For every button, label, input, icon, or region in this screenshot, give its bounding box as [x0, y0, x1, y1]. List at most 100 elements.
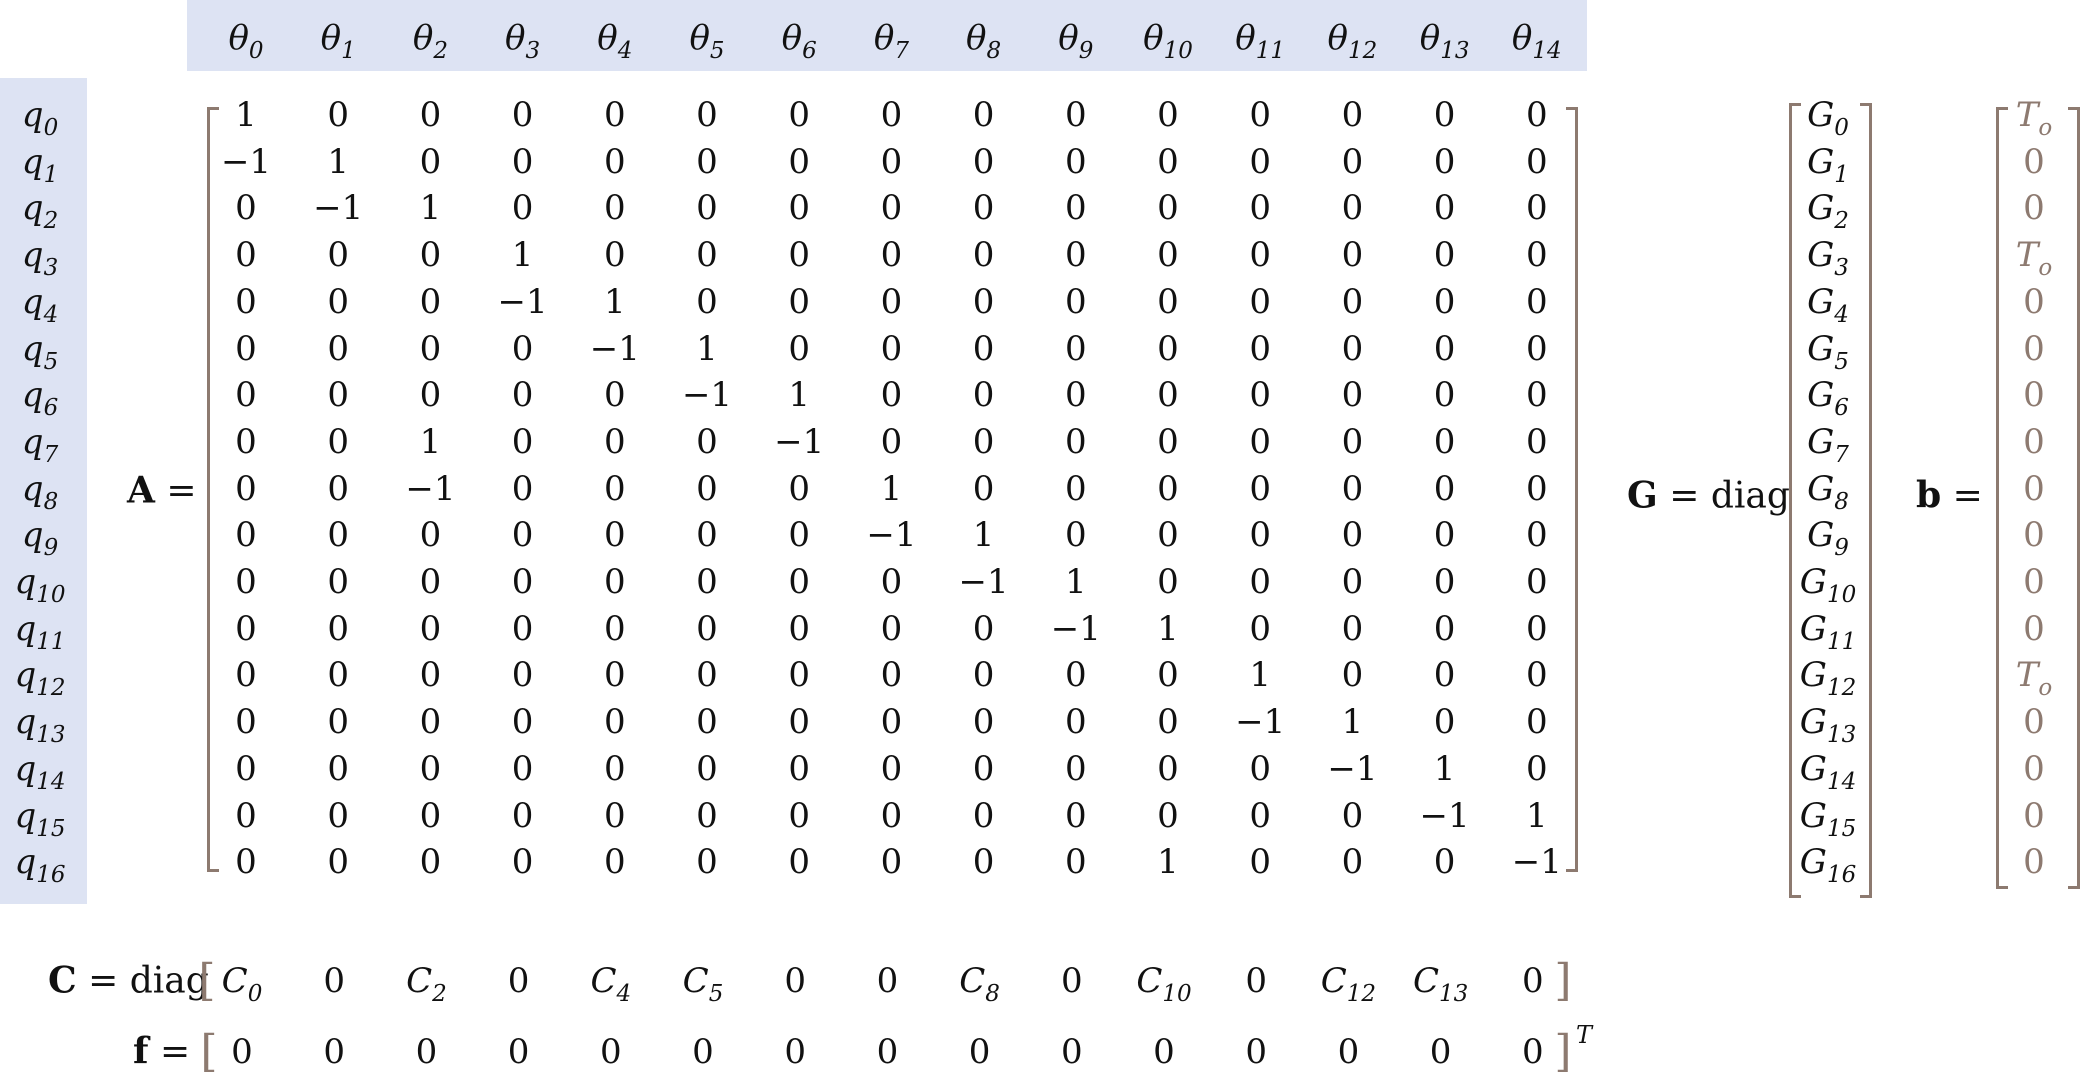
matrix-a-cell: 0 — [696, 281, 718, 322]
c-row-name: C — [48, 959, 77, 1002]
matrix-a-cell: 0 — [696, 655, 718, 696]
f-row-entry-14: 0 — [1521, 1032, 1544, 1072]
matrix-a-cell: 0 — [511, 608, 534, 649]
matrix-a-cell: −1 — [958, 562, 1009, 602]
matrix-a-cell: 0 — [972, 188, 995, 229]
theta-header-5: θ5 — [689, 18, 725, 64]
matrix-a-right-bracket — [1566, 107, 1578, 872]
matrix-a-cell: 0 — [1064, 515, 1087, 556]
matrix-a-cell: 0 — [603, 608, 626, 649]
matrix-a-cell: 0 — [1064, 141, 1087, 182]
matrix-a-cell: 0 — [327, 702, 350, 743]
matrix-a-cell: 0 — [1433, 328, 1456, 369]
matrix-a-cell: 0 — [419, 375, 442, 416]
matrix-a-cell: 0 — [327, 795, 350, 836]
matrix-a-cell: 0 — [419, 842, 442, 883]
matrix-a-cell: 0 — [972, 141, 995, 182]
f-row-entry-0: 0 — [231, 1032, 253, 1072]
matrix-a-cell: 0 — [1064, 842, 1087, 883]
matrix-a-cell: 0 — [880, 141, 903, 182]
matrix-a-label: A = — [127, 473, 197, 510]
matrix-a-cell: 1 — [972, 515, 995, 556]
matrix-a-cell: 0 — [511, 468, 534, 509]
matrix-a-cell: 0 — [1064, 748, 1087, 789]
vector-b-entry-8: 0 — [2023, 468, 2045, 509]
vector-b-equals: = — [1952, 475, 1983, 517]
matrix-a-cell: 0 — [788, 608, 811, 649]
matrix-a-cell: 0 — [788, 188, 811, 229]
matrix-a-cell: 0 — [603, 375, 626, 416]
vector-b-entry-4: 0 — [2023, 281, 2045, 322]
matrix-a-cell: 1 — [1249, 655, 1272, 696]
matrix-a-cell: 0 — [1249, 562, 1272, 602]
matrix-a-cell: 0 — [1157, 328, 1179, 369]
f-row-entry-7: 0 — [876, 1032, 899, 1072]
vector-g-entry-12: G12 — [1799, 655, 1857, 702]
matrix-a-cell: 0 — [1433, 188, 1456, 229]
matrix-a-cell: 0 — [1157, 468, 1179, 509]
vector-g-entry-0: G0 — [1807, 95, 1849, 141]
vector-b-right-bracket — [2068, 107, 2080, 889]
matrix-a-cell: 0 — [511, 375, 534, 416]
matrix-a-cell: 0 — [880, 95, 903, 135]
f-row-transpose: T — [1575, 1021, 1593, 1049]
matrix-a-cell: 0 — [788, 328, 811, 369]
c-row-entry-2: C2 — [406, 961, 447, 1007]
f-row-name: f — [133, 1030, 149, 1073]
matrix-a-cell: −1 — [405, 468, 456, 509]
matrix-a-cell: 0 — [880, 328, 903, 369]
matrix-a-cell: 0 — [972, 748, 995, 789]
matrix-a-cell: 0 — [419, 795, 442, 836]
matrix-a-cell: 0 — [696, 235, 718, 276]
q-label-4: q4 — [21, 281, 59, 328]
matrix-a-cell: 0 — [1525, 235, 1548, 276]
matrix-a-cell: 0 — [880, 608, 903, 649]
matrix-a-equals: = — [166, 470, 197, 512]
matrix-a-cell: 0 — [603, 562, 626, 602]
matrix-a-cell: 0 — [235, 188, 257, 229]
matrix-a-cell: 0 — [327, 235, 350, 276]
matrix-a-cell: 0 — [419, 235, 442, 276]
f-row-entry-2: 0 — [415, 1032, 438, 1072]
matrix-a-cell: 0 — [788, 515, 811, 556]
matrix-a-cell: 0 — [696, 795, 718, 836]
vector-b-label: b = — [1916, 478, 1983, 515]
q-label-11: q11 — [14, 608, 66, 655]
matrix-g-equals: = — [1669, 475, 1700, 517]
matrix-a-cell: 0 — [1249, 795, 1272, 836]
matrix-a-cell: −1 — [313, 188, 364, 229]
matrix-a-cell: 0 — [1064, 235, 1087, 276]
matrix-a-cell: 0 — [972, 608, 995, 649]
c-row-entry-4: C4 — [590, 961, 632, 1007]
matrix-a-cell: 0 — [419, 748, 442, 789]
matrix-a-cell: 0 — [1064, 95, 1087, 135]
f-row-close-bracket: ] — [1554, 1026, 1572, 1077]
matrix-a-cell: 1 — [327, 141, 350, 182]
vector-g-entry-3: G3 — [1807, 235, 1849, 282]
matrix-a-cell: 0 — [235, 608, 257, 649]
matrix-g-label: G = diag — [1627, 478, 1790, 515]
matrix-a-cell: 0 — [972, 842, 995, 883]
matrix-a-cell: 0 — [1064, 328, 1087, 369]
matrix-a-cell: 0 — [880, 655, 903, 696]
matrix-a-cell: 0 — [235, 281, 257, 322]
matrix-a-cell: 0 — [419, 95, 442, 135]
c-row-entry-12: C12 — [1320, 961, 1377, 1007]
c-row-entry-6: 0 — [784, 961, 807, 1001]
matrix-a-cell: 0 — [972, 95, 995, 135]
q-label-3: q3 — [21, 235, 59, 282]
matrix-a-cell: 0 — [1341, 795, 1364, 836]
matrix-a-cell: 0 — [788, 702, 811, 743]
matrix-a-cell: −1 — [497, 281, 548, 322]
matrix-a-cell: 0 — [880, 188, 903, 229]
matrix-a-cell: 0 — [1433, 281, 1456, 322]
matrix-a-cell: 0 — [419, 562, 442, 602]
matrix-a-cell: 0 — [1433, 608, 1456, 649]
matrix-a-cell: 1 — [419, 421, 442, 462]
theta-header-3: θ3 — [505, 18, 541, 64]
matrix-a-cell: 0 — [327, 842, 350, 883]
matrix-a-cell: 0 — [1064, 795, 1087, 836]
matrix-a-cell: 0 — [1433, 562, 1456, 602]
matrix-a-cell: 0 — [235, 515, 257, 556]
f-row-equals: = — [159, 1031, 191, 1073]
